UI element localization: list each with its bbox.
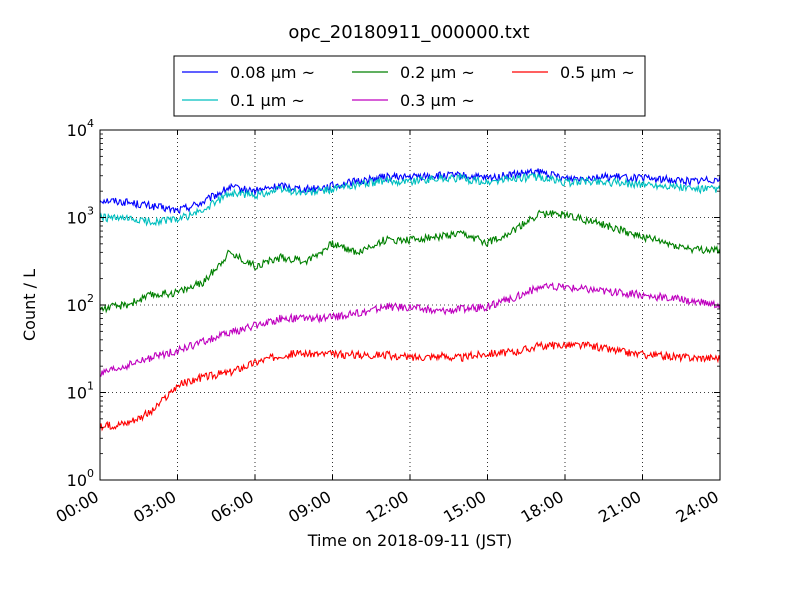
y-tick-label: 104 — [67, 117, 94, 140]
x-tick-label: 21:00 — [595, 487, 644, 527]
y-axis-label: Count / L — [20, 269, 39, 341]
y-tick-label: 102 — [67, 292, 94, 315]
x-tick-label: 18:00 — [518, 487, 567, 527]
x-tick-label: 03:00 — [130, 487, 179, 527]
series-line — [99, 340, 721, 432]
x-axis-label: Time on 2018-09-11 (JST) — [307, 531, 512, 550]
x-tick-label: 12:00 — [363, 487, 412, 527]
series-line — [99, 209, 721, 314]
x-tick-label: 00:00 — [53, 487, 102, 527]
legend-label: 0.5 μm ~ — [560, 63, 635, 82]
legend-label: 0.3 μm ~ — [400, 91, 475, 110]
legend-label: 0.1 μm ~ — [230, 91, 305, 110]
y-tick-label: 103 — [67, 205, 94, 228]
legend-label: 0.08 μm ~ — [230, 63, 315, 82]
x-tick-label: 15:00 — [440, 487, 489, 527]
y-tick-label: 101 — [67, 380, 94, 403]
chart-title: opc_20180911_000000.txt — [288, 22, 529, 43]
x-tick-label: 24:00 — [673, 487, 722, 527]
legend: 0.08 μm ~ 0.1 μm ~ 0.2 μm ~ 0.3 μm ~ 0.5 μm … — [173, 55, 646, 117]
y-tick-label: 100 — [67, 467, 94, 490]
series-line — [99, 281, 721, 377]
legend-label: 0.2 μm ~ — [400, 63, 475, 82]
series-line — [99, 172, 721, 227]
x-tick-label: 09:00 — [285, 487, 334, 527]
x-tick-label: 06:00 — [208, 487, 257, 527]
series-layer — [99, 167, 721, 432]
grid-lines — [100, 130, 720, 480]
series-line — [99, 167, 721, 214]
legend-frame — [173, 55, 646, 117]
